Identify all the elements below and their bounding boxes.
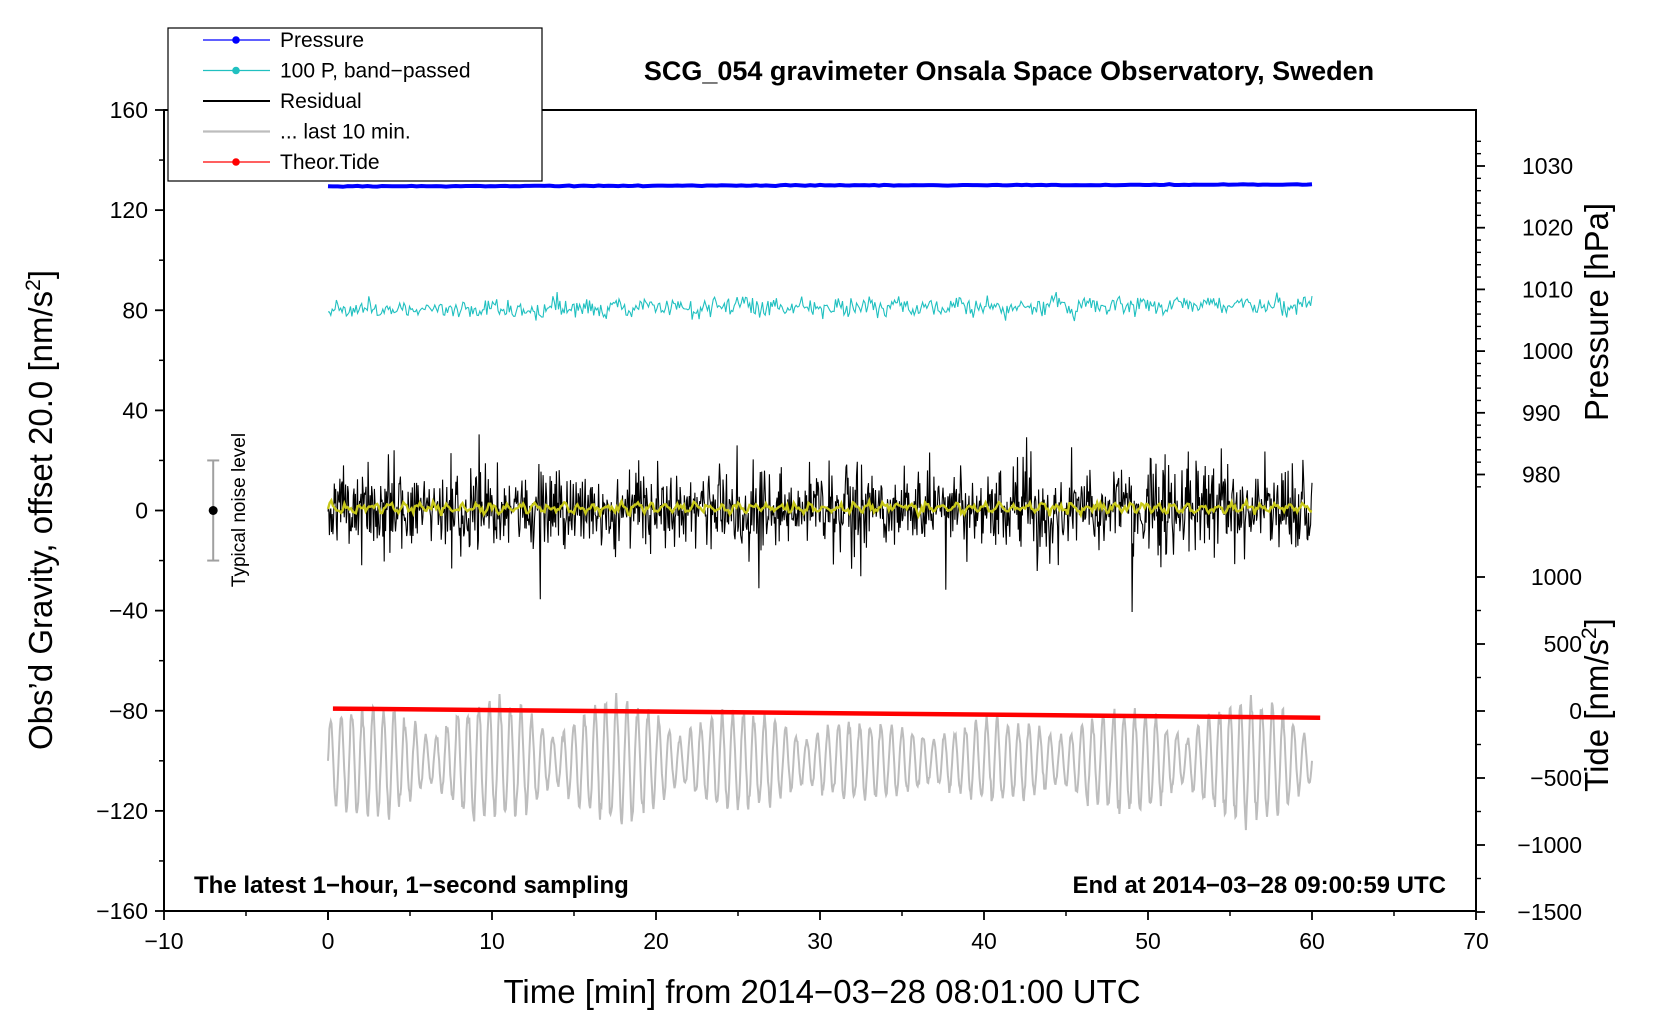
tide-tick-label: −1500 — [1517, 899, 1582, 925]
pressure-tick-label: 1000 — [1522, 338, 1573, 364]
series-last10-line — [327, 692, 1313, 831]
pressure-tick-label: 980 — [1522, 462, 1560, 488]
legend-label: 100 P, band−passed — [280, 60, 471, 83]
series-theoretical-tide-line — [332, 706, 1321, 720]
noise-bar-center-dot — [208, 506, 218, 515]
series-smoothed-residual-line — [326, 496, 1313, 520]
x-tick-label: −10 — [144, 928, 183, 954]
series-bandpassed-line — [327, 291, 1313, 322]
x-tick-label: 10 — [479, 928, 505, 954]
legend-label: Pressure — [280, 29, 364, 52]
y-tick-label: 80 — [122, 297, 148, 323]
pressure-tick-label: 1010 — [1522, 276, 1573, 302]
noise-level-label: Typical noise level — [229, 433, 250, 587]
y-tick-label: −80 — [109, 698, 148, 724]
y-axis-title-pressure: Pressure [hPa] — [1578, 203, 1615, 421]
tide-tick-label: 500 — [1544, 631, 1582, 657]
pressure-tick-label: 990 — [1522, 400, 1560, 426]
y-axis-title-tide: Tide [nm/s2] — [1578, 618, 1615, 792]
y-tick-label: −160 — [96, 898, 148, 924]
y-tick-label: 160 — [110, 97, 148, 123]
legend: Pressure 100 P, band−passed Residual ... la… — [167, 27, 543, 182]
y-tick-label: −120 — [96, 798, 148, 824]
legend-label: Residual — [280, 90, 362, 113]
x-axis-title: Time [min] from 2014−03−28 08:01:00 UTC — [503, 973, 1140, 1010]
series-pressure-line — [327, 182, 1313, 189]
tide-tick-label: 0 — [1569, 698, 1582, 724]
y-tick-label: 0 — [135, 498, 148, 524]
x-tick-label: 20 — [643, 928, 669, 954]
data-layer — [326, 182, 1321, 831]
legend-marker — [232, 66, 240, 75]
y-tick-label: 120 — [110, 197, 148, 223]
x-tick-label: 70 — [1463, 928, 1489, 954]
x-tick-label: 40 — [971, 928, 997, 954]
series-residual-line — [327, 434, 1313, 613]
pressure-tick-label: 1030 — [1522, 153, 1573, 179]
y-tick-label: −40 — [109, 598, 148, 624]
x-tick-label: 30 — [807, 928, 833, 954]
legend-label: Theor.Tide — [280, 151, 380, 174]
axes-layer: −10 0 10 20 30 40 50 60 7016012080400−40−80−120−… — [96, 97, 1582, 954]
sampling-note: The latest 1−hour, 1−second sampling — [194, 872, 629, 899]
tide-tick-label: −500 — [1530, 765, 1582, 791]
end-time-note: End at 2014−03−28 09:00:59 UTC — [1072, 872, 1446, 899]
pressure-tick-label: 1020 — [1522, 215, 1573, 241]
x-tick-label: 0 — [322, 928, 335, 954]
legend-box — [167, 27, 543, 182]
x-tick-label: 60 — [1299, 928, 1325, 954]
legend-marker — [232, 158, 240, 166]
legend-marker — [232, 36, 240, 44]
y-axis-title-gravity: Obs’d Gravity, offset 20.0 [nm/s2] — [22, 270, 59, 750]
x-tick-label: 50 — [1135, 928, 1161, 954]
y-tick-label: 40 — [122, 397, 148, 423]
tide-tick-label: 1000 — [1531, 564, 1582, 590]
chart-title: SCG_054 gravimeter Onsala Space Observat… — [644, 56, 1374, 86]
tide-tick-label: −1000 — [1517, 832, 1582, 858]
legend-label: ... last 10 min. — [280, 121, 411, 144]
noise-level-indicator — [207, 459, 220, 562]
